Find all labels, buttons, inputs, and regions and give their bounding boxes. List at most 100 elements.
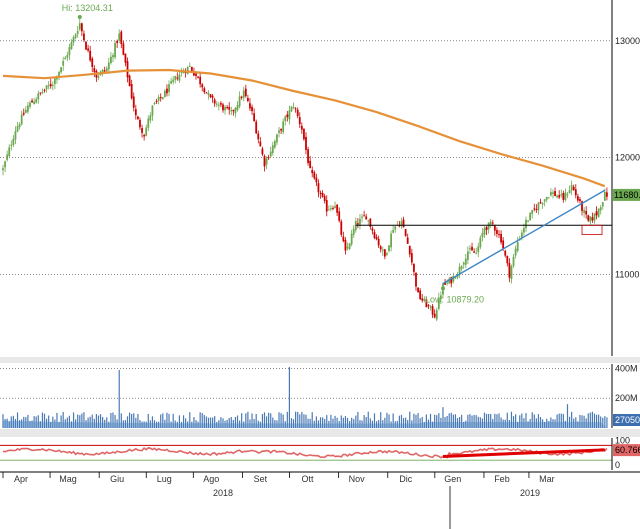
volume-bar bbox=[116, 419, 118, 428]
candle-body bbox=[230, 109, 233, 112]
candle-body bbox=[375, 237, 378, 240]
volume-bar bbox=[429, 413, 432, 428]
trendline bbox=[442, 189, 606, 285]
volume-bar bbox=[214, 416, 216, 428]
candle-body bbox=[338, 211, 341, 221]
volume-bar bbox=[45, 418, 48, 428]
candle-body bbox=[259, 141, 262, 147]
volume-bar bbox=[23, 416, 25, 428]
volume-bar bbox=[560, 413, 562, 428]
volume-bar bbox=[515, 414, 517, 428]
candle-body bbox=[220, 103, 222, 105]
volume-bar bbox=[442, 407, 444, 428]
candle-body bbox=[39, 92, 42, 94]
volume-bar bbox=[50, 422, 52, 428]
candle-body bbox=[166, 88, 168, 94]
volume-bar bbox=[60, 415, 62, 428]
candle-body bbox=[537, 202, 540, 211]
candle-body bbox=[300, 125, 303, 130]
candle-body bbox=[332, 208, 334, 210]
volume-bar bbox=[488, 414, 490, 428]
candle-body bbox=[116, 41, 119, 43]
volume-bar bbox=[373, 413, 376, 428]
candle-body bbox=[307, 149, 309, 164]
candle-body bbox=[286, 114, 289, 118]
candle-body bbox=[261, 148, 264, 155]
volume-bar bbox=[176, 421, 178, 428]
volume-bar bbox=[295, 411, 297, 428]
candle-body bbox=[292, 107, 295, 109]
volume-bar bbox=[303, 414, 305, 428]
volume-bar bbox=[124, 420, 127, 428]
candle-body bbox=[433, 313, 436, 318]
candle-body bbox=[523, 227, 525, 233]
candle-body bbox=[155, 100, 158, 102]
volume-bar bbox=[187, 421, 189, 428]
volume-bar bbox=[85, 420, 87, 428]
volume-bar bbox=[135, 417, 137, 428]
candle-body bbox=[8, 147, 11, 157]
volume-bar bbox=[463, 421, 465, 428]
panel-divider[interactable] bbox=[0, 429, 640, 437]
candle-body bbox=[273, 141, 276, 148]
volume-bar bbox=[571, 411, 573, 428]
volume-bar bbox=[120, 413, 122, 428]
candle-body bbox=[423, 299, 426, 301]
candle-body bbox=[319, 192, 322, 195]
price-candles bbox=[2, 19, 608, 322]
volume-bar bbox=[436, 415, 438, 428]
candle-body bbox=[132, 96, 135, 108]
candle-body bbox=[531, 209, 534, 214]
candle-body bbox=[280, 128, 282, 131]
month-label: Lug bbox=[157, 474, 172, 484]
candle-body bbox=[217, 104, 220, 106]
volume-bar bbox=[473, 414, 475, 428]
candle-body bbox=[541, 203, 544, 205]
volume-bar bbox=[212, 417, 214, 428]
candle-body bbox=[294, 108, 297, 110]
candle-body bbox=[390, 233, 392, 248]
volume-bar bbox=[232, 420, 234, 428]
volume-bar bbox=[286, 411, 288, 428]
volume-bar bbox=[519, 415, 521, 428]
volume-bar bbox=[238, 420, 241, 428]
volume-bar bbox=[162, 413, 164, 428]
volume-bar bbox=[595, 414, 598, 428]
volume-bar bbox=[110, 413, 112, 428]
oscillator-last-badge bbox=[613, 444, 640, 457]
volume-bar bbox=[407, 420, 409, 428]
candle-body bbox=[284, 116, 287, 121]
volume-bar bbox=[606, 417, 608, 428]
volume-bar bbox=[388, 414, 390, 428]
volume-bar bbox=[207, 417, 210, 428]
volume-bar bbox=[506, 412, 508, 428]
candle-body bbox=[589, 216, 592, 222]
candle-body bbox=[483, 228, 486, 235]
volume-bar bbox=[178, 415, 181, 428]
candle-body bbox=[427, 305, 430, 307]
candle-body bbox=[296, 109, 299, 117]
candle-body bbox=[520, 232, 523, 238]
volume-bar bbox=[577, 421, 579, 428]
price-tick-label: 13000 bbox=[615, 36, 640, 46]
volume-bar bbox=[160, 414, 162, 428]
candle-body bbox=[257, 133, 260, 140]
volume-bar bbox=[265, 416, 268, 428]
recent-range-box bbox=[581, 224, 603, 236]
volume-bar bbox=[458, 416, 461, 428]
panel-divider[interactable] bbox=[0, 357, 640, 363]
volume-bar bbox=[168, 413, 170, 428]
candle-body bbox=[211, 95, 214, 98]
month-label: Mar bbox=[539, 474, 555, 484]
candle-body bbox=[356, 223, 359, 225]
candle-body bbox=[556, 195, 559, 198]
volume-bar bbox=[533, 414, 535, 428]
volume-bar bbox=[149, 420, 151, 428]
candle-body bbox=[591, 217, 594, 221]
candle-body bbox=[176, 77, 179, 79]
candle-body bbox=[535, 208, 538, 210]
volume-bar bbox=[504, 419, 506, 428]
candle-body bbox=[460, 266, 463, 269]
volume-bar bbox=[444, 417, 446, 428]
